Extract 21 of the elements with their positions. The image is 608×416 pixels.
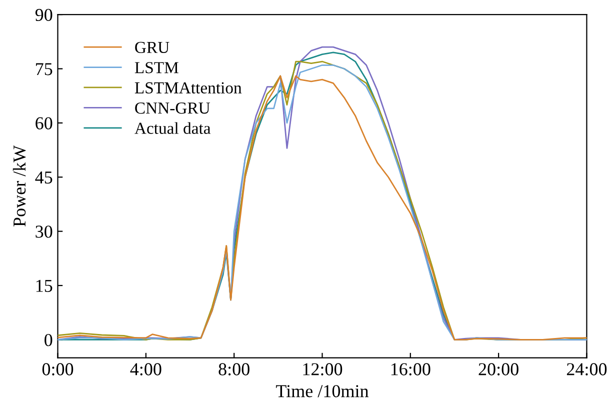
x-tick-label: 12:00 xyxy=(303,363,342,376)
legend-label: GRU xyxy=(135,42,170,54)
x-tick-label: 16:00 xyxy=(391,363,430,376)
x-tick-label: 4:00 xyxy=(130,363,162,376)
y-tick-label: 0 xyxy=(44,334,52,346)
y-tick-label: 75 xyxy=(36,63,52,76)
x-axis-title: Time /10min xyxy=(276,385,369,398)
x-tick-label: 8:00 xyxy=(218,363,250,376)
legend-label: Actual data xyxy=(134,122,211,134)
y-tick-label: 15 xyxy=(36,280,52,292)
legend-label: LSTMAttention xyxy=(134,82,242,94)
y-tick-label: 30 xyxy=(36,226,52,238)
x-tick-label: 20:00 xyxy=(478,363,518,376)
x-tick-label: 24:00 xyxy=(566,363,607,376)
y-tick-label: 60 xyxy=(36,117,52,130)
legend-label: CNN-GRU xyxy=(135,102,210,114)
x-tick-label: 0:00 xyxy=(42,363,74,376)
y-axis-title: Power /kW xyxy=(12,145,26,227)
legend-label: LSTM xyxy=(134,62,178,74)
y-tick-label: 90 xyxy=(35,8,52,21)
y-tick-label: 45 xyxy=(35,172,52,184)
